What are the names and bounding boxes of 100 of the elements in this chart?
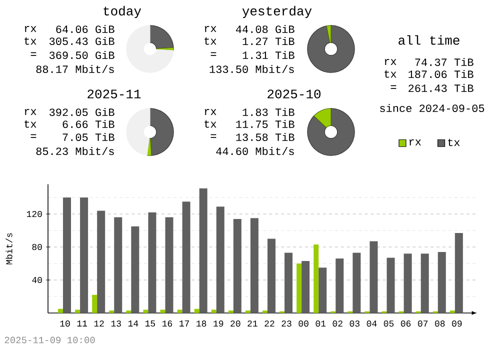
bar [165, 217, 174, 313]
bar [211, 310, 216, 313]
text: 13.58 TiB [236, 132, 294, 142]
text: = [210, 52, 216, 56]
x-tick-label: 20 [230, 320, 240, 327]
y-tick-label: 40 [32, 276, 42, 284]
text: tx [24, 37, 36, 45]
bar [302, 261, 310, 313]
bar [336, 258, 344, 313]
text: 2025-11-09 10:00 [4, 336, 95, 344]
text: 88.17 Mbit/s [36, 64, 114, 74]
text: 1.83 TiB [242, 108, 294, 116]
x-tick-label: 13 [111, 320, 121, 327]
bar [148, 212, 156, 313]
bar [284, 252, 293, 313]
text: 261.43 TiB [408, 84, 474, 92]
x-tick-label: 11 [77, 320, 88, 326]
bar [75, 310, 80, 313]
text: 11.75 TiB [236, 120, 294, 128]
text: 6.66 TiB [62, 120, 114, 128]
legend-label: tx [448, 138, 460, 146]
bar [386, 258, 395, 313]
bar [194, 308, 200, 313]
bar [97, 210, 106, 313]
bar [438, 252, 446, 313]
x-tick-label: 10 [60, 320, 70, 327]
bar [143, 310, 148, 313]
y-tick-label: 120 [26, 210, 42, 218]
bar [233, 218, 242, 313]
chart-title: 2025-11 [88, 90, 141, 98]
text: 1.31 TiB [242, 50, 294, 60]
x-tick-label: 04 [366, 320, 377, 327]
text: tx [204, 37, 216, 45]
x-tick-label: 12 [94, 320, 104, 327]
text: 369.50 GiB [49, 50, 114, 60]
bar [114, 217, 122, 313]
text: rx [24, 26, 36, 32]
x-tick-label: 16 [162, 320, 172, 327]
text: 1.27 TiB [242, 37, 294, 45]
text: 44.08 GiB [236, 24, 294, 34]
text: = [30, 134, 36, 138]
x-tick-label: 01 [316, 320, 326, 327]
text: all time [398, 35, 460, 45]
text: 392.05 GiB [49, 108, 114, 116]
x-tick-label: 22 [264, 320, 274, 327]
x-tick-label: 21 [248, 320, 258, 327]
x-tick-label: 06 [400, 320, 411, 327]
x-tick-label: 18 [196, 320, 206, 327]
bar [370, 241, 378, 313]
bar [216, 206, 224, 313]
text: 305.43 GiB [49, 36, 114, 46]
bar [267, 238, 276, 313]
x-tick-label: 14 [128, 320, 138, 326]
x-tick-label: 07 [418, 320, 428, 327]
bar [92, 294, 98, 313]
bar [420, 254, 429, 313]
bar [182, 202, 190, 313]
bar [318, 268, 327, 313]
text: rx [204, 109, 216, 115]
x-tick-label: 02 [332, 320, 342, 327]
text: 85.23 Mbit/s [36, 146, 114, 156]
text: since 2024-09-05 [380, 104, 484, 112]
bar [404, 254, 412, 313]
bar [352, 252, 361, 313]
text: tx [24, 120, 36, 128]
x-tick-label: 23 [282, 320, 292, 327]
bar [58, 308, 63, 313]
text: 44.60 Mbit/s [216, 146, 294, 156]
chart-title: today [104, 6, 142, 18]
text: 187.06 TiB [408, 70, 474, 78]
text: = [30, 52, 36, 56]
text: = [390, 85, 396, 89]
bar [177, 310, 182, 313]
bar [454, 232, 463, 313]
x-tick-label: 08 [435, 320, 445, 327]
x-tick-label: 03 [350, 320, 360, 327]
chart-title: yesterday [242, 6, 312, 18]
text: 64.06 GiB [56, 24, 114, 34]
text: tx [384, 70, 396, 78]
bar [199, 188, 208, 313]
x-tick-label: 17 [180, 320, 189, 326]
y-tick-label: 80 [32, 244, 42, 250]
x-tick-label: 19 [214, 320, 224, 327]
bar [250, 218, 258, 313]
x-tick-label: 05 [384, 320, 394, 327]
x-tick-label: 00 [298, 320, 308, 327]
chart-title: 2025-10 [268, 90, 320, 98]
bar [160, 310, 166, 313]
text: 74.37 TiB [415, 58, 474, 66]
text: rx [24, 109, 36, 115]
bar [131, 226, 140, 313]
bar [314, 244, 319, 313]
x-tick-label: 15 [145, 320, 156, 327]
text: tx [204, 120, 216, 128]
text: = [210, 134, 216, 138]
text: 133.50 Mbit/s [210, 64, 294, 74]
y-axis-title: Mbit/s [6, 233, 12, 264]
bar [296, 264, 302, 313]
text: rx [204, 26, 216, 32]
x-tick-label: 09 [452, 320, 462, 327]
